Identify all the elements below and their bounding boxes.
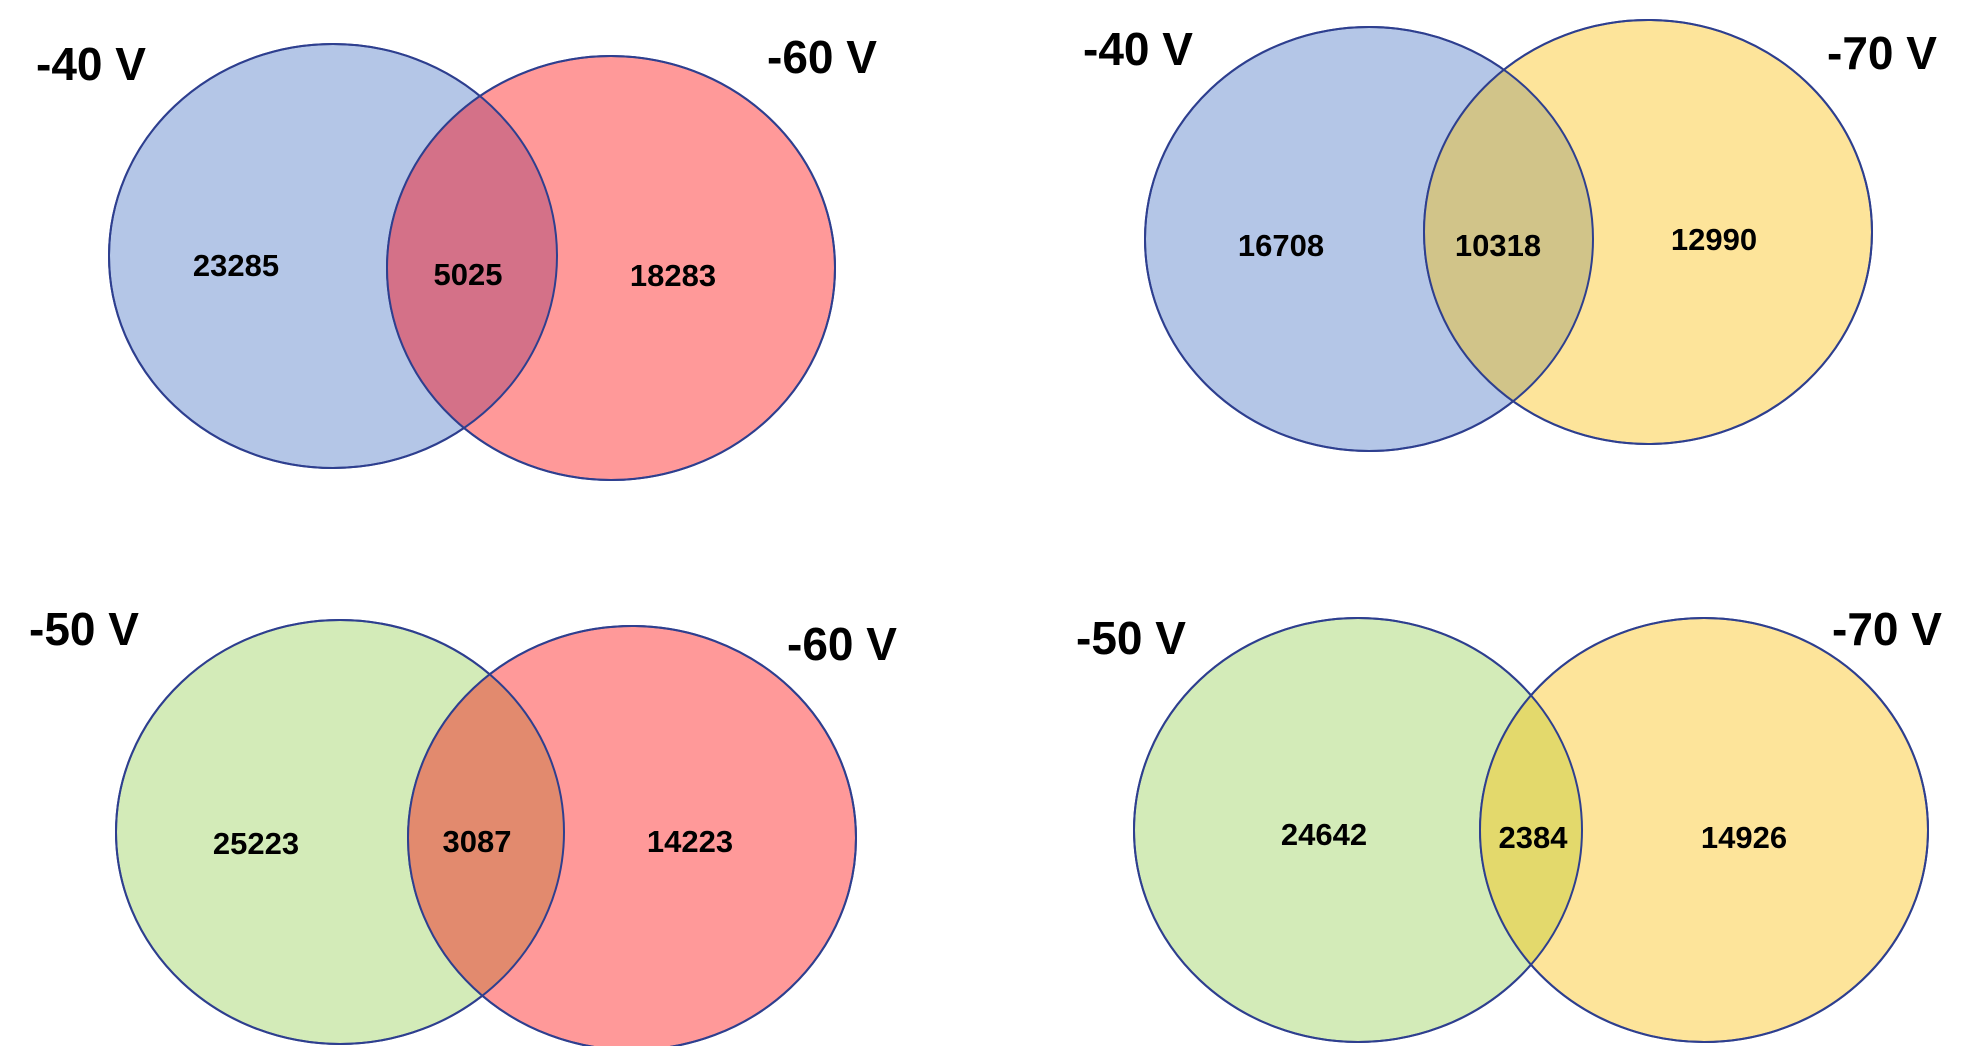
overlap-region bbox=[387, 56, 557, 468]
right-only-count: 18283 bbox=[630, 258, 716, 293]
ellipse-outline bbox=[1144, 26, 1594, 452]
overlap-region bbox=[1424, 27, 1593, 444]
overlap-count: 3087 bbox=[443, 824, 512, 859]
right-set-label: -70 V bbox=[1832, 603, 1942, 655]
ellipse-outline bbox=[115, 619, 565, 1045]
right-only-count: 14223 bbox=[647, 824, 733, 859]
left-set-label: -40 V bbox=[1083, 23, 1193, 75]
venn-diagram-40v-70v: -40 V -70 V 16708 10318 12990 bbox=[1083, 19, 1937, 452]
ellipse-outline bbox=[386, 55, 836, 481]
venn-diagram-50v-70v: -50 V -70 V 24642 2384 14926 bbox=[1076, 603, 1942, 1043]
overlap-count: 2384 bbox=[1499, 820, 1569, 855]
left-set-label: -50 V bbox=[1076, 612, 1186, 664]
ellipse-outline bbox=[108, 43, 558, 469]
ellipse-outline bbox=[1423, 19, 1873, 445]
venn-diagram-40v-60v: -40 V -60 V 23285 5025 18283 bbox=[36, 31, 877, 481]
left-only-count: 16708 bbox=[1238, 228, 1324, 263]
left-only-count: 23285 bbox=[193, 248, 279, 283]
ellipse-outline bbox=[1133, 617, 1583, 1043]
ellipse-outline bbox=[1479, 617, 1929, 1043]
left-only-count: 24642 bbox=[1281, 817, 1367, 852]
overlap-region bbox=[408, 626, 564, 1044]
right-set-label: -60 V bbox=[787, 618, 897, 670]
right-set-label: -70 V bbox=[1827, 27, 1937, 79]
right-set-label: -60 V bbox=[767, 31, 877, 83]
venn-diagram-50v-60v: -50 V -60 V 25223 3087 14223 bbox=[29, 603, 897, 1046]
ellipse-outline bbox=[407, 625, 857, 1046]
overlap-count: 5025 bbox=[434, 257, 503, 292]
left-set-label: -40 V bbox=[36, 38, 146, 90]
right-only-count: 14926 bbox=[1701, 820, 1787, 855]
overlap-count: 10318 bbox=[1455, 228, 1541, 263]
left-set-label: -50 V bbox=[29, 603, 139, 655]
right-only-count: 12990 bbox=[1671, 222, 1757, 257]
left-only-count: 25223 bbox=[213, 826, 299, 861]
